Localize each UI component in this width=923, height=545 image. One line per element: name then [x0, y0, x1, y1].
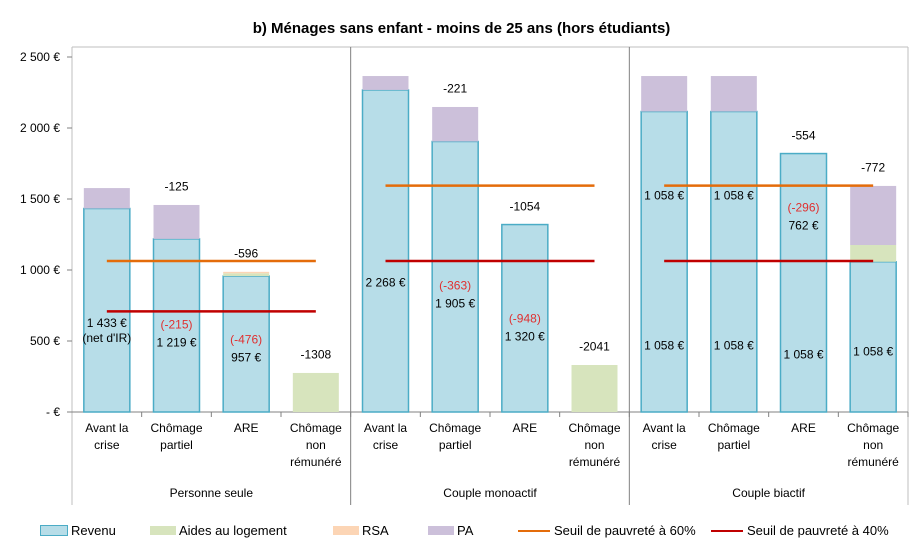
- legend-line: [518, 529, 550, 532]
- bar-segment: [83, 188, 130, 209]
- legend-swatch: [40, 525, 68, 536]
- legend-swatch: [333, 526, 359, 535]
- legend-item: Seuil de pauvreté à 60%: [518, 523, 696, 538]
- bar-segment: [152, 238, 201, 413]
- difference-label: -596: [234, 246, 259, 261]
- x-tick-label: Chômage partiel: [707, 421, 760, 452]
- y-tick-label: 2 000 €: [19, 121, 60, 135]
- legend-label: Aides au logement: [179, 523, 287, 538]
- revenue-label: 957 €: [231, 350, 262, 365]
- difference-label: -1054: [509, 199, 541, 214]
- bar-segment: [223, 271, 270, 274]
- revenue-label: 1 905 €: [435, 296, 476, 311]
- difference-label: -554: [791, 128, 816, 143]
- bar-segment: [849, 261, 897, 413]
- revenue-label: 1 058 €: [783, 347, 824, 362]
- bar-segment: [571, 364, 618, 412]
- change-label: (-363): [439, 278, 472, 293]
- x-tick-label: Chômage partiel: [429, 421, 482, 452]
- legend-label: RSA: [362, 523, 389, 538]
- change-label: (-476): [230, 332, 263, 347]
- difference-label: -2041: [579, 339, 610, 354]
- x-tick-label: ARE: [233, 421, 259, 435]
- revenue-label: 762 €: [788, 218, 819, 233]
- change-label: (-948): [508, 311, 541, 326]
- revenue-label: 1 058 €: [644, 188, 685, 203]
- group-label: Couple biactif: [732, 486, 806, 500]
- revenue-label: 1 219 €: [156, 335, 197, 350]
- bar-segment: [850, 185, 897, 246]
- x-tick-label: ARE: [512, 421, 538, 435]
- x-tick-label: Chômage partiel: [150, 421, 203, 452]
- legend-label: PA: [457, 523, 474, 538]
- x-tick-label: Avant la crise: [642, 421, 686, 452]
- legend-label: Seuil de pauvreté à 40%: [747, 523, 889, 538]
- difference-label: -1308: [300, 347, 332, 362]
- y-tick-label: 500 €: [29, 334, 60, 348]
- x-tick-label: ARE: [791, 421, 816, 435]
- x-tick-label: Avant la crise: [363, 421, 408, 452]
- bar-segment: [222, 275, 270, 413]
- bar-segment: [223, 273, 270, 277]
- bar-segment: [432, 106, 479, 142]
- difference-label: -221: [443, 81, 468, 96]
- bar-segment: [710, 76, 757, 112]
- bar-segment: [641, 76, 688, 112]
- x-tick-label: Avant la crise: [85, 421, 129, 452]
- legend-label: Seuil de pauvreté à 60%: [554, 523, 696, 538]
- legend-item: PA: [428, 523, 473, 538]
- bar-segment: [362, 76, 409, 90]
- bar-segment: [153, 204, 200, 239]
- difference-label: -772: [861, 160, 886, 175]
- y-tick-label: 1 000 €: [19, 263, 60, 277]
- x-tick-label: Chômage non rémunéré: [568, 421, 621, 469]
- revenue-label: 1 433 € (net d'IR): [82, 315, 132, 345]
- bar-segment: [850, 245, 897, 262]
- group-label: Personne seule: [169, 486, 254, 500]
- change-label: (-215): [160, 317, 193, 332]
- legend-item: Aides au logement: [150, 523, 287, 538]
- change-label: (-296): [787, 200, 820, 215]
- legend-item: Revenu: [40, 523, 116, 538]
- legend-line: [711, 529, 743, 532]
- legend-label: Revenu: [71, 523, 116, 538]
- group-label: Couple monoactif: [443, 486, 537, 500]
- revenue-label: 1 058 €: [644, 338, 685, 353]
- x-tick-label: Chômage non rémunéré: [289, 421, 342, 469]
- bar-segment: [501, 223, 549, 413]
- legend-swatch: [428, 526, 454, 535]
- revenue-label: 1 320 €: [504, 329, 545, 344]
- legend-swatch: [150, 526, 176, 535]
- legend-item: Seuil de pauvreté à 40%: [711, 523, 889, 538]
- revenue-label: 1 058 €: [713, 188, 754, 203]
- revenue-label: 1 058 €: [713, 338, 754, 353]
- bar-segment: [361, 89, 410, 413]
- y-tick-label: 1 500 €: [19, 192, 60, 206]
- bar-segment: [779, 152, 828, 413]
- revenue-label: 2 268 €: [365, 275, 406, 290]
- y-tick-label: 2 500 €: [19, 50, 60, 64]
- revenue-label: 1 058 €: [853, 344, 894, 359]
- difference-label: -125: [164, 179, 189, 194]
- y-tick-label: - €: [45, 405, 60, 419]
- chart-title: b) Ménages sans enfant - moins de 25 ans…: [252, 20, 671, 37]
- bar-segment: [292, 372, 339, 412]
- bar-segment: [431, 140, 479, 413]
- legend-item: RSA: [333, 523, 389, 538]
- x-tick-label: Chômage non rémunéré: [847, 421, 900, 469]
